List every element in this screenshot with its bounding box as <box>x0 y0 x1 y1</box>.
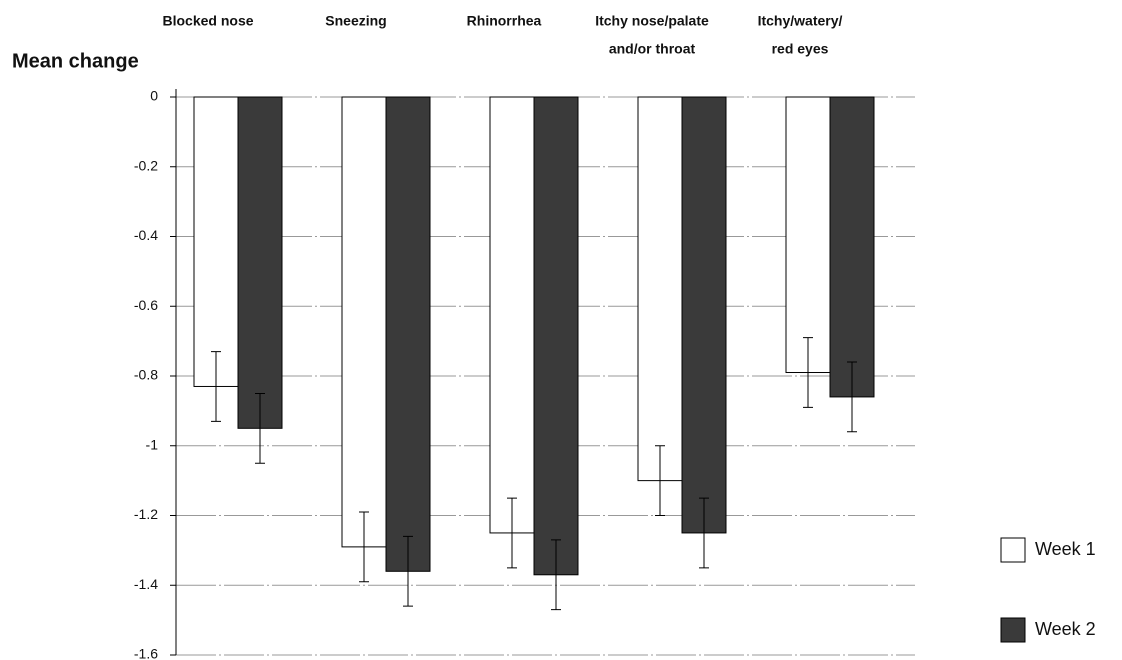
x-tick-label: red eyes <box>772 41 829 57</box>
y-tick-label: 0 <box>150 88 158 104</box>
error-bar <box>803 337 813 408</box>
bar <box>193 96 239 387</box>
bar <box>785 96 831 374</box>
error-bar <box>699 497 709 569</box>
y-tick-label: -1 <box>146 436 159 452</box>
error-bar <box>255 392 265 464</box>
legend-swatch <box>1000 537 1026 563</box>
x-tick-label: and/or throat <box>609 41 696 57</box>
bar <box>385 96 431 572</box>
x-tick-label: Blocked nose <box>162 13 253 29</box>
error-bar <box>551 539 561 611</box>
error-bar <box>211 351 221 422</box>
y-tick-label: -0.2 <box>134 157 158 173</box>
error-bar <box>507 497 517 569</box>
x-tick-label: Sneezing <box>325 13 386 29</box>
bar <box>829 96 875 398</box>
x-tick-label: Itchy nose/palate <box>595 13 709 29</box>
bar <box>533 96 579 576</box>
y-tick-label: -0.6 <box>134 297 158 313</box>
error-bar <box>847 361 857 433</box>
y-axis-label: Mean change <box>12 50 139 72</box>
y-tick-label: -1.2 <box>134 506 158 522</box>
legend-label: Week 1 <box>1035 539 1096 559</box>
error-bar <box>359 511 369 583</box>
bar <box>637 96 683 482</box>
legend-swatch <box>1000 617 1026 643</box>
y-tick-label: -0.4 <box>134 227 158 243</box>
bar <box>341 96 387 548</box>
x-tick-label: Itchy/watery/ <box>758 13 843 29</box>
error-bar <box>403 535 413 607</box>
bar <box>237 96 283 429</box>
bar <box>489 96 535 534</box>
y-tick-label: -1.4 <box>134 576 158 592</box>
y-tick-label: -1.6 <box>134 646 158 660</box>
x-tick-label: Rhinorrhea <box>467 13 542 29</box>
legend-label: Week 2 <box>1035 619 1096 639</box>
bar <box>681 96 727 534</box>
y-tick-label: -0.8 <box>134 367 158 383</box>
error-bar <box>655 445 665 516</box>
